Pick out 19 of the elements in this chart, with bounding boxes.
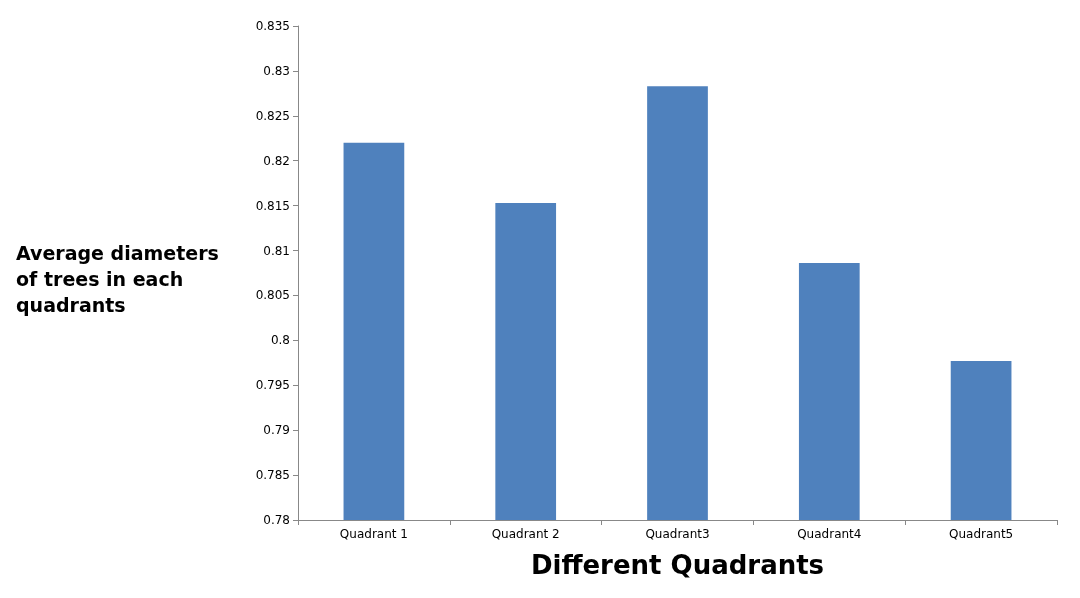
y-tick-label: 0.815: [255, 198, 290, 213]
y-tick-label: 0.835: [255, 19, 290, 33]
x-tick-label: Quadrant 1: [339, 527, 408, 541]
y-axis-title: Average diameters of trees in each quadrants: [16, 242, 226, 316]
y-tick-label: 0.795: [255, 378, 290, 393]
y-tick-label: 0.82: [263, 153, 290, 168]
y-tick-label: 0.785: [255, 468, 290, 483]
y-tick-label: 0.8: [270, 333, 290, 348]
y-tick-label: 0.805: [255, 288, 290, 303]
x-tick-label: Quadrant5: [948, 527, 1014, 541]
x-axis-title: Different Quadrants: [530, 550, 825, 580]
y-tick-label: 0.825: [255, 108, 290, 123]
x-tick-label: Quadrant3: [645, 527, 710, 541]
y-tick-label: 0.78: [263, 513, 290, 527]
y-tick-label: 0.79: [263, 423, 290, 438]
y-tick-label: 0.83: [263, 63, 290, 78]
y-tick-label: 0.81: [263, 243, 290, 258]
x-tick-label: Quadrant4: [797, 527, 862, 541]
x-tick-label: Quadrant 2: [491, 527, 560, 541]
